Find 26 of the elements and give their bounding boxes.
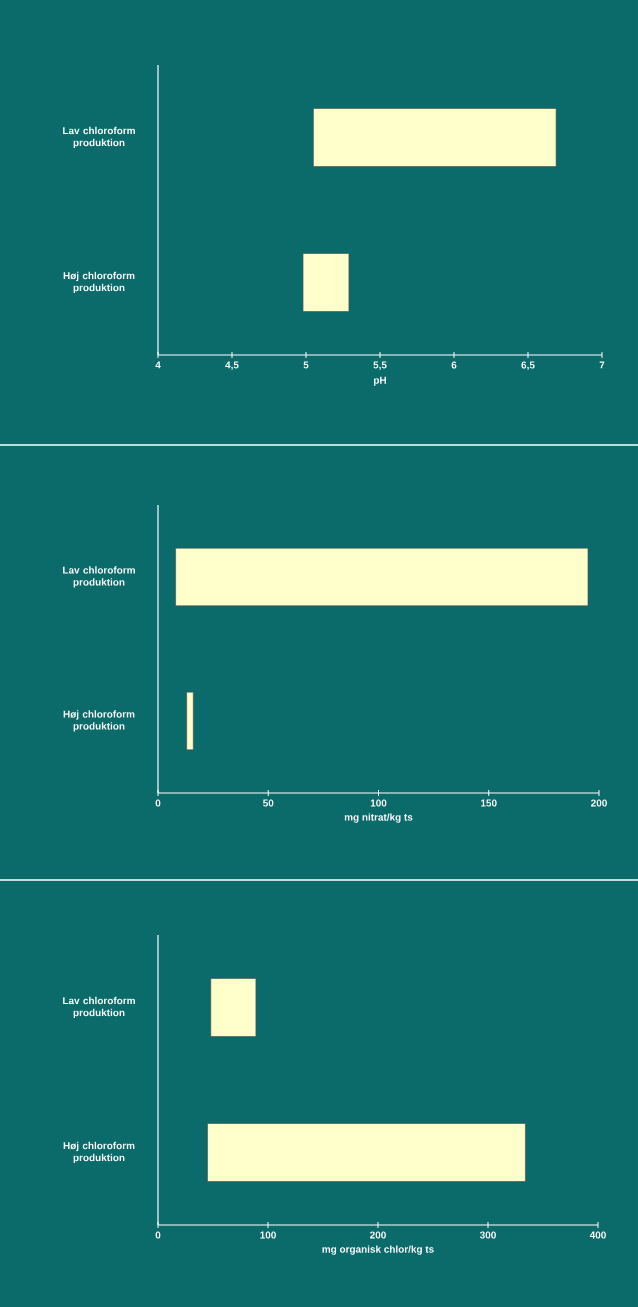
y-tick-label: Lav chloroform produktion (63, 566, 135, 588)
x-tick-label: 100 (370, 799, 387, 807)
x-axis-title: mg nitrat/kg ts (344, 813, 413, 823)
x-tick-label: 150 (481, 799, 497, 807)
x-tick-label: 50 (263, 799, 274, 807)
x-tick-label: 0 (155, 799, 161, 807)
x-axis-title: mg organisk chlor/kg ts (322, 1245, 434, 1255)
x-tick-label: 300 (479, 1231, 496, 1239)
x-tick-label: 7 (599, 361, 605, 369)
y-tick-label: Høj chloroform produktion (63, 1141, 135, 1164)
x-tick-label: 200 (591, 799, 607, 807)
y-tick-label: Lav chloroform produktion (63, 126, 135, 149)
y-tick-label: Høj chloroform produktion (63, 710, 135, 732)
y-tick-label: Lav chloroform produktion (63, 996, 135, 1019)
x-tick-label: 0 (155, 1231, 161, 1239)
x-tick-label: 4 (155, 361, 161, 369)
y-tick-label: Høj chloroform produktion (63, 271, 135, 294)
x-tick-label: 6,5 (521, 361, 535, 371)
x-tick-label: 400 (589, 1231, 606, 1239)
x-tick-label: 5,5 (373, 361, 387, 370)
x-tick-label: 100 (260, 1231, 276, 1239)
x-tick-label: 6 (451, 361, 457, 369)
x-tick-label: 4,5 (225, 361, 239, 370)
x-tick-label: 200 (370, 1231, 386, 1239)
x-axis-title: pH (374, 376, 386, 386)
x-tick-label: 5 (303, 361, 309, 369)
